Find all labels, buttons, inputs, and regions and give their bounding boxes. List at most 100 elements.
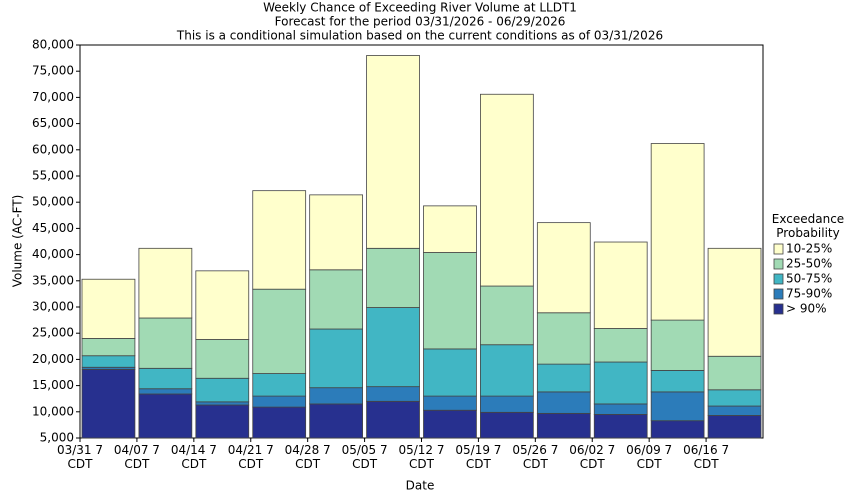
bar-segment [138, 367, 193, 390]
bar-segment [252, 373, 307, 397]
y-tick-label: 35,000 [32, 273, 74, 287]
bar-segment [593, 241, 648, 329]
bar-segment [309, 328, 363, 389]
legend-label: 25-50% [786, 257, 832, 271]
y-tick-label: 5,000 [40, 431, 74, 445]
bar-segment [195, 339, 250, 379]
bar-segment [195, 404, 250, 439]
bar-segment [366, 55, 420, 249]
bar-segment [366, 386, 420, 402]
x-tick-label: 04/14 7 CDT [170, 443, 217, 471]
bar-segment [138, 388, 193, 395]
bar-segment [650, 370, 705, 393]
x-tick-label: 05/26 7 CDT [512, 443, 559, 471]
bar-segment [707, 405, 762, 416]
legend-label: 50-75% [786, 272, 832, 286]
x-tick-label: 06/02 7 CDT [569, 443, 616, 471]
legend-title: Exceedance Probability [771, 212, 845, 240]
x-tick-label: 04/07 7 CDT [113, 443, 160, 471]
y-tick-label: 20,000 [32, 352, 74, 366]
bar-segment [423, 348, 477, 397]
bar-segment [650, 420, 705, 439]
bar-segment [707, 389, 762, 407]
legend-label: 75-90% [786, 287, 832, 301]
bar-segment [707, 415, 762, 439]
legend-label: > 90% [786, 302, 827, 316]
bar-segment [707, 355, 762, 391]
bar-segment [593, 403, 648, 415]
bar-segment [309, 403, 363, 439]
y-tick-label: 10,000 [32, 404, 74, 418]
bar-segment [536, 363, 591, 393]
bar-segment [650, 391, 705, 422]
bar-segment [252, 190, 307, 290]
x-tick-label: 04/21 7 CDT [227, 443, 274, 471]
bar-segment [252, 406, 307, 439]
bar-segment [480, 411, 534, 439]
bar-segment [423, 409, 477, 439]
legend-swatch [773, 243, 784, 255]
y-tick-label: 25,000 [32, 326, 74, 340]
bar-segment [480, 285, 534, 346]
bar-segment [195, 377, 250, 403]
x-tick-label: 06/16 7 CDT [683, 443, 730, 471]
bar-segment [593, 414, 648, 439]
bar-segment [536, 222, 591, 314]
y-tick-label: 15,000 [32, 378, 74, 392]
x-tick-label: 05/05 7 CDT [341, 443, 388, 471]
bar-segment [252, 288, 307, 374]
bar-segment [309, 194, 363, 271]
bar-segment [309, 387, 363, 405]
bar-segment [593, 361, 648, 405]
bar-segment [138, 317, 193, 369]
x-axis-label: Date [406, 479, 435, 493]
legend-swatch [773, 258, 784, 270]
chart-subtitle: Forecast for the period 03/31/2026 - 06/… [275, 15, 566, 29]
bar-segment [138, 247, 193, 319]
bar-segment [423, 395, 477, 411]
y-tick-label: 55,000 [32, 169, 74, 183]
legend-swatch [773, 303, 784, 315]
bar-segment [650, 143, 705, 321]
bar-segment [423, 205, 477, 253]
legend-swatch [773, 288, 784, 300]
x-tick-label: 06/09 7 CDT [626, 443, 673, 471]
legend-label: 10-25% [786, 242, 832, 256]
bar-segment [593, 328, 648, 363]
bar-segment [650, 319, 705, 371]
y-tick-label: 30,000 [32, 300, 74, 314]
bar-segment [81, 355, 136, 368]
chart-note: This is a conditional simulation based o… [176, 29, 663, 43]
bar-segment [252, 395, 307, 408]
y-tick-label: 60,000 [32, 142, 74, 156]
y-tick-label: 50,000 [32, 195, 74, 209]
bar-segment [195, 401, 250, 406]
bar-segment [366, 247, 420, 308]
bar-segment [480, 395, 534, 413]
y-tick-label: 80,000 [32, 38, 74, 52]
bar-segment [81, 278, 136, 339]
x-tick-label: 05/19 7 CDT [455, 443, 502, 471]
y-tick-label: 75,000 [32, 64, 74, 78]
bar-segment [536, 391, 591, 414]
chart-title: Weekly Chance of Exceeding River Volume … [263, 1, 577, 15]
y-tick-label: 70,000 [32, 90, 74, 104]
legend-swatch [773, 273, 784, 285]
bar-segment [195, 270, 250, 340]
x-tick-label: 05/12 7 CDT [398, 443, 445, 471]
bar-segment [366, 400, 420, 439]
y-tick-label: 65,000 [32, 116, 74, 130]
bar-segment [536, 312, 591, 365]
x-tick-label: 03/31 7 CDT [56, 443, 104, 471]
bar-segment [707, 247, 762, 357]
bar-segment [138, 393, 193, 439]
bar-segment [480, 93, 534, 287]
bar-segment [81, 338, 136, 357]
y-axis-label: Volume (AC-FT) [11, 195, 25, 288]
bar-segment [536, 412, 591, 439]
bar-segment [423, 252, 477, 350]
y-tick-label: 45,000 [32, 221, 74, 235]
bar-segment [366, 307, 420, 388]
